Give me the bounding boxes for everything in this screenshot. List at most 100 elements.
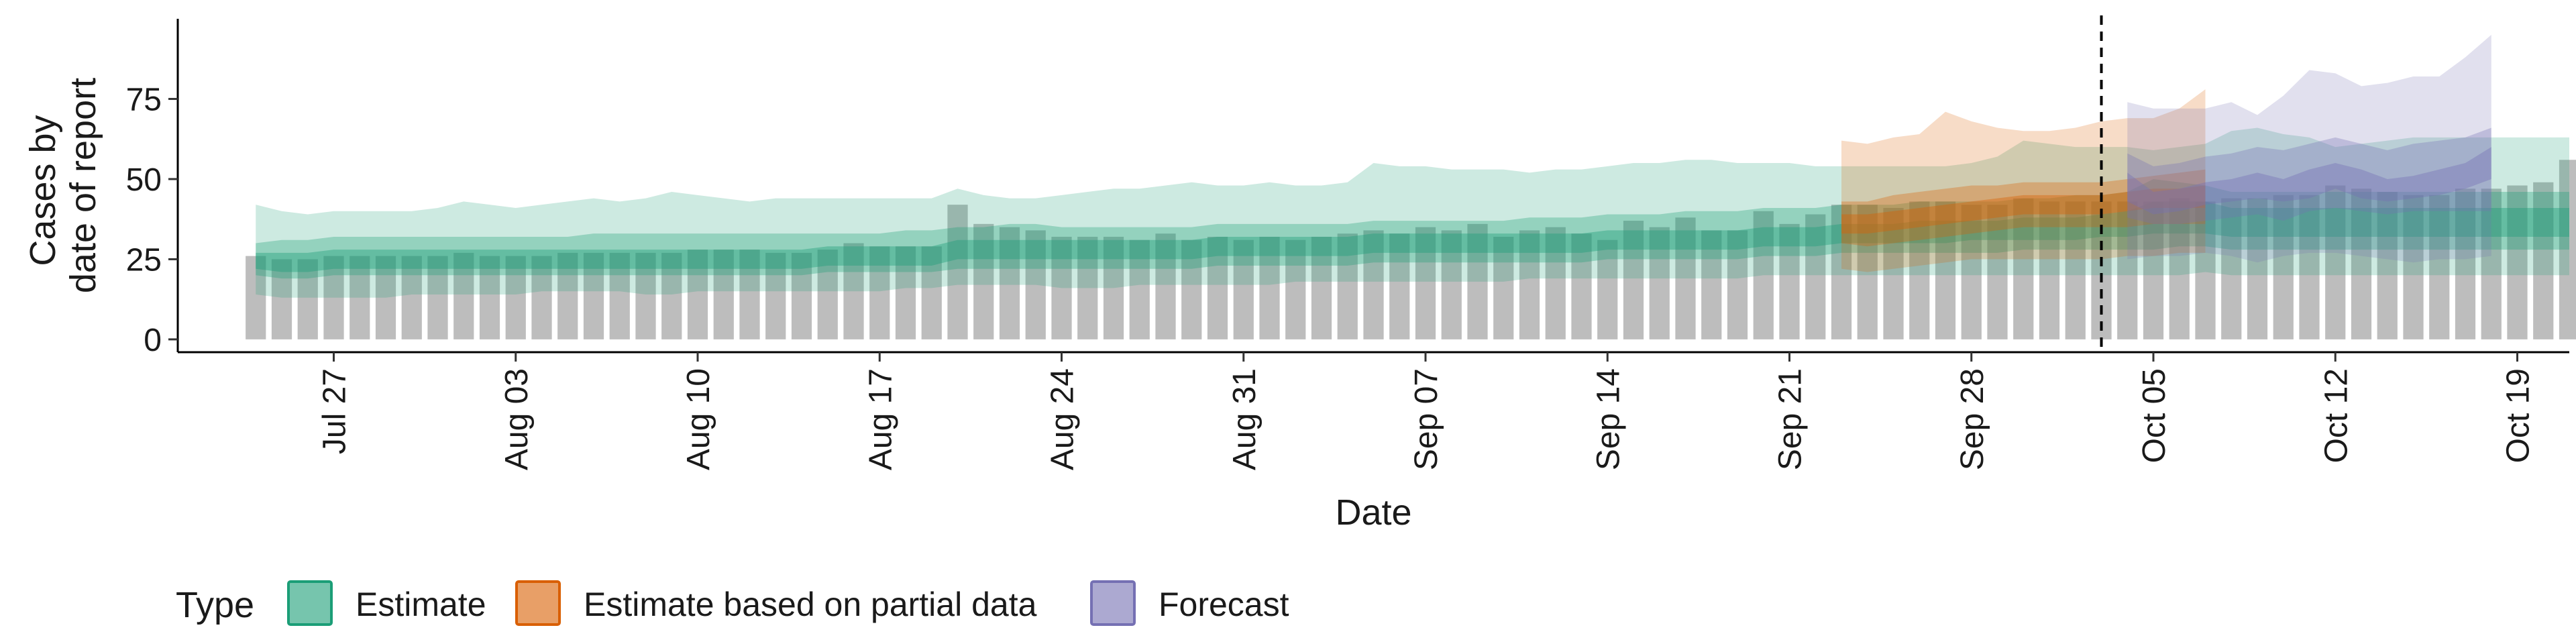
reported-cases-bar: [999, 227, 1020, 339]
reported-cases-bar: [1259, 236, 1280, 339]
reported-cases-bar: [453, 252, 474, 339]
y-tick-label: 50: [126, 162, 162, 198]
reported-cases-bar: [479, 256, 500, 339]
x-tick-label: Aug 24: [1045, 368, 1081, 470]
reported-cases-bar: [1415, 227, 1436, 339]
x-tick-label: Oct 05: [2137, 368, 2172, 463]
reported-cases-bar: [635, 252, 656, 339]
y-axis-title-line-2: date of report: [63, 78, 103, 293]
band-20: [2127, 147, 2491, 215]
y-axis-title: Cases by date of report: [23, 78, 103, 293]
reported-cases-bar: [1077, 236, 1098, 339]
reported-cases-bar: [2273, 195, 2294, 339]
x-tick-label: Sep 28: [1955, 368, 1990, 470]
reported-cases-bar: [895, 246, 916, 339]
reported-cases-bar: [1857, 205, 1878, 339]
band-90: [256, 127, 2569, 298]
reported-cases-bar: [2247, 198, 2268, 339]
reported-cases-bar: [271, 259, 292, 339]
x-axis-title: Date: [1335, 492, 1411, 533]
reported-cases-bar: [843, 243, 864, 339]
y-axis-ticks: 0 25 50 75: [126, 82, 178, 358]
y-tick-label: 25: [126, 242, 162, 278]
x-tick-label: Sep 14: [1591, 368, 1626, 470]
x-axis-ticks: Jul 27 Aug 03 Aug 10 Aug 17 Aug 24 Aug 31 Sep …: [317, 352, 2536, 470]
reported-cases-bar: [1961, 205, 1982, 339]
legend-title: Type: [176, 585, 254, 625]
reported-cases-bar: [1051, 236, 1072, 339]
reported-cases-bar: [791, 252, 812, 339]
reported-cases-bar: [1155, 233, 1176, 339]
reported-cases-bar: [1675, 217, 1696, 339]
reported-cases-bar: [661, 252, 682, 339]
series-1-bands: [1841, 89, 2206, 272]
estimate-bands: [256, 34, 2569, 298]
reported-cases-bar: [583, 252, 604, 339]
x-tick-label: Sep 21: [1773, 368, 1809, 470]
reported-cases-bar: [1987, 205, 2008, 339]
reported-cases-bar: [2351, 189, 2372, 339]
reported-cases-bar: [2403, 195, 2424, 339]
reported-cases-bar: [375, 256, 396, 339]
x-tick-label: Aug 17: [863, 368, 898, 470]
reported-cases-bar: [921, 246, 942, 339]
reported-cases-bar: [1545, 227, 1566, 339]
reported-cases-bar: [2429, 195, 2450, 339]
x-tick-label: Jul 27: [317, 368, 353, 454]
reported-cases-bar: [973, 223, 994, 339]
reported-cases-bar: [817, 250, 838, 339]
legend: Type Estimate Estimate based on partial d…: [176, 580, 1289, 626]
reported-cases-bar: [2065, 201, 2086, 339]
y-tick-label: 0: [144, 323, 162, 358]
reported-cases-bar: [1337, 233, 1358, 339]
reported-cases-bar: [1909, 201, 1930, 339]
reported-cases-bar: [1623, 221, 1644, 339]
reported-cases-bar: [401, 256, 422, 339]
reported-cases-bar: [1519, 230, 1540, 339]
reported-cases-bar: [739, 250, 760, 339]
reported-cases-bar: [2117, 201, 2138, 339]
x-tick-label: Aug 31: [1227, 368, 1263, 470]
reported-cases-bars: [246, 160, 2576, 339]
reported-cases-bar: [1571, 233, 1592, 339]
reported-cases-bar: [1233, 239, 1254, 339]
reported-cases-bar: [1389, 233, 1410, 339]
legend-items: Estimate Estimate based on partial data Fo…: [287, 580, 1289, 626]
reported-cases-bar: [1753, 211, 1774, 339]
band-50: [256, 178, 2569, 279]
reported-cases-bar: [765, 252, 786, 339]
band-90: [1841, 89, 2206, 272]
reported-cases-bar: [1597, 239, 1618, 339]
reported-cases-bar: [2455, 189, 2476, 339]
reported-cases-bar: [1441, 230, 1462, 339]
reported-cases-bar: [2377, 192, 2398, 339]
reported-cases-bar: [1493, 236, 1514, 339]
band-50: [2127, 127, 2491, 224]
reported-cases-bar: [2143, 201, 2164, 339]
legend-label: Forecast: [1159, 586, 1289, 623]
reported-cases-bar: [1025, 230, 1046, 339]
reported-cases-bar: [2091, 201, 2112, 339]
reported-cases-bar: [1467, 223, 1488, 339]
reported-cases-bar: [609, 252, 630, 339]
reported-cases-bar: [1129, 239, 1150, 339]
reported-cases-bar: [1701, 230, 1722, 339]
band-20: [1841, 185, 2206, 234]
reported-cases-bar: [2039, 201, 2060, 339]
reported-cases-bar: [2169, 198, 2190, 339]
reported-cases-bar: [323, 256, 344, 339]
band-50: [1841, 169, 2206, 247]
reported-cases-bar: [2195, 201, 2216, 339]
series-0-bands: [256, 127, 2569, 298]
x-tick-label: Oct 12: [2318, 368, 2354, 463]
reported-cases-bar: [1207, 236, 1228, 339]
x-tick-label: Oct 19: [2501, 368, 2536, 463]
reported-cases-bar: [1285, 239, 1306, 339]
reported-cases-bar: [2013, 198, 2034, 339]
reported-cases-bar: [1779, 223, 1800, 339]
reported-cases-bar: [713, 250, 734, 339]
reported-cases-bar: [1727, 230, 1748, 339]
reported-cases-bar: [2481, 189, 2502, 339]
reported-cases-bar: [2507, 185, 2528, 339]
